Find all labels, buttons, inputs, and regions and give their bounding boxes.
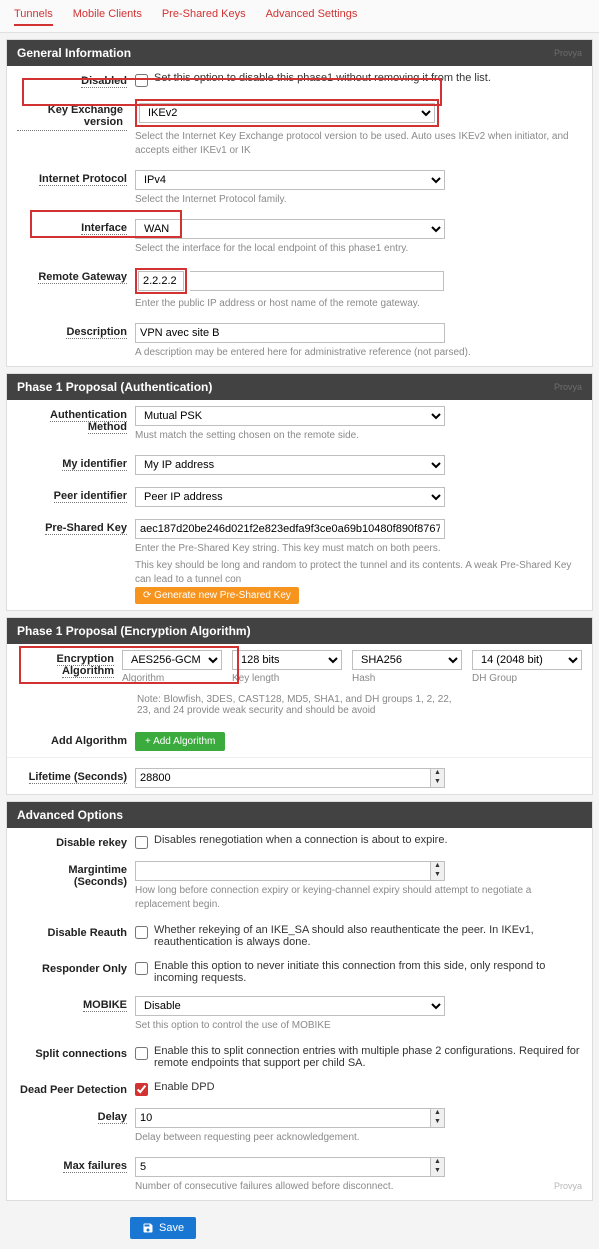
mobike-select[interactable]: Disable bbox=[135, 996, 445, 1016]
authmethod-label: Authentication Method bbox=[17, 406, 135, 433]
save-button[interactable]: Save bbox=[130, 1217, 196, 1239]
disable-rekey-checkbox[interactable] bbox=[135, 836, 148, 849]
description-input[interactable] bbox=[135, 323, 445, 343]
general-information-panel: General Information Provya Disabled Set … bbox=[6, 39, 593, 367]
enable-dpd-checkbox[interactable] bbox=[135, 1083, 148, 1096]
remote-label: Remote Gateway bbox=[17, 268, 135, 283]
phase1enc-title: Phase 1 Proposal (Encryption Algorithm) bbox=[17, 624, 251, 638]
watermark: Provya bbox=[554, 1180, 582, 1194]
delay-input[interactable] bbox=[135, 1108, 431, 1128]
enc-keylen-sub: Key length bbox=[232, 673, 342, 684]
peerid-label: Peer identifier bbox=[17, 487, 135, 502]
disrekey-help: Disables renegotiation when a connection… bbox=[154, 834, 448, 846]
watermark: Provya bbox=[554, 48, 582, 58]
interface-select[interactable]: WAN bbox=[135, 219, 445, 239]
dpd-help: Enable DPD bbox=[154, 1081, 215, 1093]
responder-label: Responder Only bbox=[17, 960, 135, 975]
encalg-label: Encryption Algorithm bbox=[17, 650, 122, 677]
enc-dh-sub: DH Group bbox=[472, 673, 582, 684]
advanced-options-panel: Advanced Options Disable rekey Disables … bbox=[6, 801, 593, 1201]
responder-only-checkbox[interactable] bbox=[135, 962, 148, 975]
advopt-title: Advanced Options bbox=[17, 808, 123, 822]
kev-label: Key Exchange version bbox=[17, 99, 135, 131]
delay-label: Delay bbox=[17, 1108, 135, 1123]
psk-help2: This key should be long and random to pr… bbox=[135, 559, 582, 587]
kev-help: Select the Internet Key Exchange protoco… bbox=[135, 130, 582, 158]
enc-alg-sub: Algorithm bbox=[122, 673, 222, 684]
lifetime-label: Lifetime (Seconds) bbox=[17, 768, 135, 783]
save-bar: Save bbox=[0, 1207, 599, 1249]
remote-help: Enter the public IP address or host name… bbox=[135, 297, 582, 311]
general-title: General Information bbox=[17, 46, 131, 60]
dpd-label: Dead Peer Detection bbox=[17, 1081, 135, 1096]
disreauth-label: Disable Reauth bbox=[17, 924, 135, 939]
psk-input[interactable] bbox=[135, 519, 445, 539]
disreauth-help: Whether rekeying of an IKE_SA should als… bbox=[154, 924, 582, 948]
generate-psk-button[interactable]: ⟳ Generate new Pre-Shared Key bbox=[135, 587, 299, 604]
responder-help: Enable this option to never initiate thi… bbox=[154, 960, 582, 984]
enc-algorithm-select[interactable]: AES256-GCM bbox=[122, 650, 222, 670]
phase1enc-header: Phase 1 Proposal (Encryption Algorithm) bbox=[7, 618, 592, 644]
psk-label: Pre-Shared Key bbox=[17, 519, 135, 534]
addalg-label: Add Algorithm bbox=[17, 732, 135, 747]
authmethod-help: Must match the setting chosen on the rem… bbox=[135, 429, 582, 443]
desc-help: A description may be entered here for ad… bbox=[135, 346, 582, 360]
delay-spinner[interactable]: ▲▼ bbox=[431, 1108, 445, 1128]
disable-reauth-checkbox[interactable] bbox=[135, 926, 148, 939]
tab-bar: Tunnels Mobile Clients Pre-Shared Keys A… bbox=[0, 0, 599, 33]
phase1-auth-panel: Phase 1 Proposal (Authentication) Provya… bbox=[6, 373, 593, 611]
enc-hash-sub: Hash bbox=[352, 673, 462, 684]
enc-dh-select[interactable]: 14 (2048 bit) bbox=[472, 650, 582, 670]
margin-help: How long before connection expiry or key… bbox=[135, 884, 582, 912]
disabled-checkbox[interactable] bbox=[135, 74, 148, 87]
add-algorithm-button[interactable]: + Add Algorithm bbox=[135, 732, 225, 751]
remote-gateway-pad[interactable] bbox=[190, 271, 444, 291]
split-connections-checkbox[interactable] bbox=[135, 1047, 148, 1060]
phase1auth-header: Phase 1 Proposal (Authentication) Provya bbox=[7, 374, 592, 400]
tab-mobile-clients[interactable]: Mobile Clients bbox=[73, 8, 142, 26]
ip-label: Internet Protocol bbox=[17, 170, 135, 185]
maxfail-spinner[interactable]: ▲▼ bbox=[431, 1157, 445, 1177]
advopt-header: Advanced Options bbox=[7, 802, 592, 828]
disrekey-label: Disable rekey bbox=[17, 834, 135, 849]
iface-label: Interface bbox=[17, 219, 135, 234]
key-exchange-select[interactable]: IKEv2 bbox=[139, 103, 435, 123]
margin-spinner[interactable]: ▲▼ bbox=[431, 861, 445, 881]
watermark: Provya bbox=[554, 382, 582, 392]
tab-preshared-keys[interactable]: Pre-Shared Keys bbox=[162, 8, 246, 26]
split-label: Split connections bbox=[17, 1045, 135, 1060]
myid-label: My identifier bbox=[17, 455, 135, 470]
tab-advanced-settings[interactable]: Advanced Settings bbox=[266, 8, 358, 26]
desc-label: Description bbox=[17, 323, 135, 338]
margintime-input[interactable] bbox=[135, 861, 431, 881]
maxfail-help: Number of consecutive failures allowed b… bbox=[135, 1180, 393, 1194]
peer-identifier-select[interactable]: Peer IP address bbox=[135, 487, 445, 507]
my-identifier-select[interactable]: My IP address bbox=[135, 455, 445, 475]
remote-gateway-input[interactable] bbox=[138, 271, 184, 291]
phase1auth-title: Phase 1 Proposal (Authentication) bbox=[17, 380, 212, 394]
ip-help: Select the Internet Protocol family. bbox=[135, 193, 582, 207]
mobike-label: MOBIKE bbox=[17, 996, 135, 1011]
general-header: General Information Provya bbox=[7, 40, 592, 66]
margin-label: Margintime (Seconds) bbox=[17, 861, 135, 888]
enc-keylen-select[interactable]: 128 bits bbox=[232, 650, 342, 670]
disabled-help: Set this option to disable this phase1 w… bbox=[154, 72, 491, 84]
enc-hash-select[interactable]: SHA256 bbox=[352, 650, 462, 670]
split-help: Enable this to split connection entries … bbox=[154, 1045, 582, 1069]
tab-tunnels[interactable]: Tunnels bbox=[14, 8, 53, 26]
mobike-help: Set this option to control the use of MO… bbox=[135, 1019, 582, 1033]
psk-help1: Enter the Pre-Shared Key string. This ke… bbox=[135, 542, 582, 556]
phase1-enc-panel: Phase 1 Proposal (Encryption Algorithm) … bbox=[6, 617, 593, 795]
enc-note: Note: Blowfish, 3DES, CAST128, MD5, SHA1… bbox=[7, 690, 592, 726]
lifetime-spinner[interactable]: ▲▼ bbox=[431, 768, 445, 788]
iface-help: Select the interface for the local endpo… bbox=[135, 242, 582, 256]
maxfail-label: Max failures bbox=[17, 1157, 135, 1172]
internet-protocol-select[interactable]: IPv4 bbox=[135, 170, 445, 190]
lifetime-input[interactable] bbox=[135, 768, 431, 788]
disabled-label: Disabled bbox=[17, 72, 135, 87]
save-icon bbox=[142, 1222, 154, 1234]
auth-method-select[interactable]: Mutual PSK bbox=[135, 406, 445, 426]
maxfailures-input[interactable] bbox=[135, 1157, 431, 1177]
delay-help: Delay between requesting peer acknowledg… bbox=[135, 1131, 582, 1145]
